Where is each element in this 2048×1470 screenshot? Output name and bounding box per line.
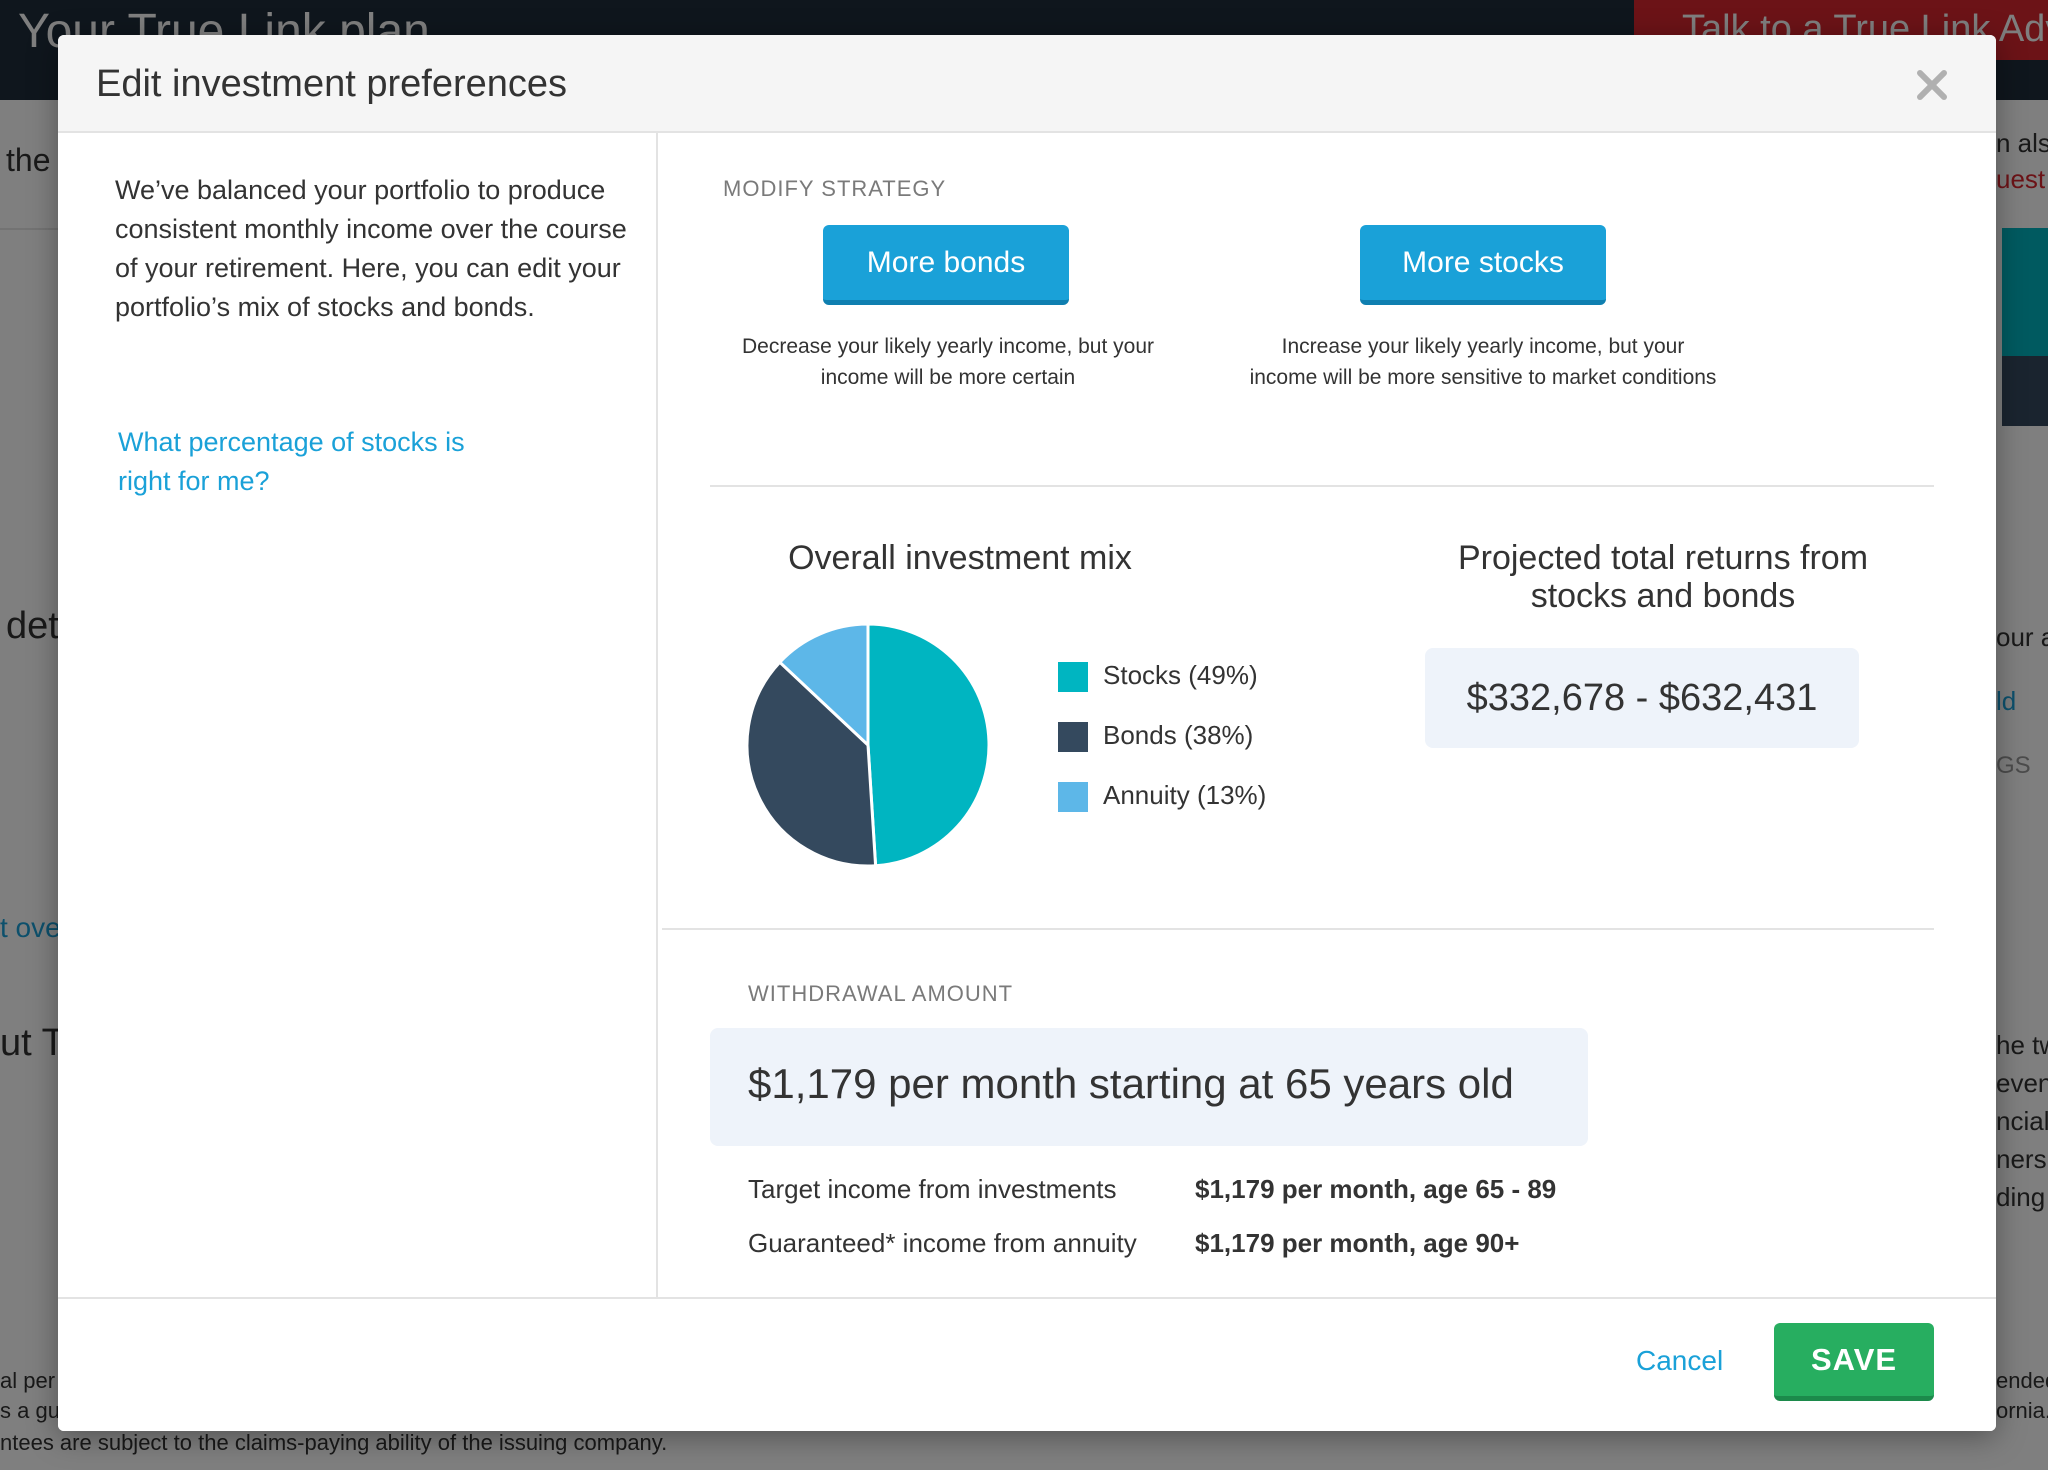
- section-divider: [662, 928, 1934, 930]
- legend-label-bonds: Bonds (38%): [1103, 720, 1254, 750]
- edit-investment-modal: Edit investment preferences We’ve balanc…: [58, 35, 1996, 1431]
- more-stocks-description: Increase your likely yearly income, but …: [1249, 335, 1717, 389]
- intro-text: We’ve balanced your portfolio to produce…: [115, 175, 627, 322]
- pie-slice-bonds: [745, 660, 878, 868]
- modal-title: Edit investment preferences: [96, 63, 568, 105]
- withdrawal-amount-label: WITHDRAWAL AMOUNT: [748, 981, 1014, 1006]
- income-label: Guaranteed* income from annuity: [748, 1228, 1137, 1258]
- income-value: $1,179 per month, age 90+: [1195, 1228, 1520, 1258]
- stock-percentage-help-link[interactable]: What percentage of stocks is right for m…: [118, 427, 465, 496]
- more-bonds-button[interactable]: More bonds: [823, 225, 1069, 305]
- legend-label-stocks: Stocks (49%): [1103, 660, 1258, 690]
- pie-slice-stocks: [866, 622, 991, 868]
- modal-header: Edit investment preferences: [58, 35, 1996, 133]
- withdrawal-summary: $1,179 per month starting at 65 years ol…: [748, 1060, 1514, 1107]
- modal-footer: Cancel SAVE: [58, 1297, 1996, 1431]
- income-label: Target income from investments: [748, 1174, 1117, 1204]
- withdrawal-summary-box: $1,179 per month starting at 65 years ol…: [710, 1028, 1588, 1146]
- legend-swatch-bonds: [1058, 722, 1088, 752]
- investment-mix-pie-chart: [745, 622, 991, 868]
- pie-slice-annuity: [777, 622, 870, 749]
- legend-swatch-stocks: [1058, 662, 1088, 692]
- modify-strategy-label: MODIFY STRATEGY: [723, 176, 947, 201]
- legend-swatch-annuity: [1058, 782, 1088, 812]
- income-value: $1,179 per month, age 65 - 89: [1195, 1174, 1557, 1204]
- investment-mix-title: Overall investment mix: [788, 539, 1132, 577]
- save-button[interactable]: SAVE: [1774, 1323, 1934, 1401]
- income-row-investments: Target income from investments $1,179 pe…: [748, 1174, 1648, 1214]
- income-row-annuity: Guaranteed* income from annuity $1,179 p…: [748, 1228, 1648, 1268]
- projected-returns-title: Projected total returns from stocks and …: [1457, 539, 1869, 615]
- section-divider: [710, 485, 1934, 487]
- close-icon[interactable]: [1910, 63, 1954, 107]
- more-stocks-button[interactable]: More stocks: [1360, 225, 1606, 305]
- legend-label-annuity: Annuity (13%): [1103, 780, 1267, 810]
- more-bonds-description: Decrease your likely yearly income, but …: [741, 335, 1154, 389]
- projected-returns-value: $332,678 - $632,431: [1466, 676, 1818, 719]
- cancel-button[interactable]: Cancel: [1636, 1345, 1724, 1376]
- projected-returns-box: $332,678 - $632,431: [1425, 648, 1859, 748]
- modal-sidebar: We’ve balanced your portfolio to produce…: [58, 133, 658, 1297]
